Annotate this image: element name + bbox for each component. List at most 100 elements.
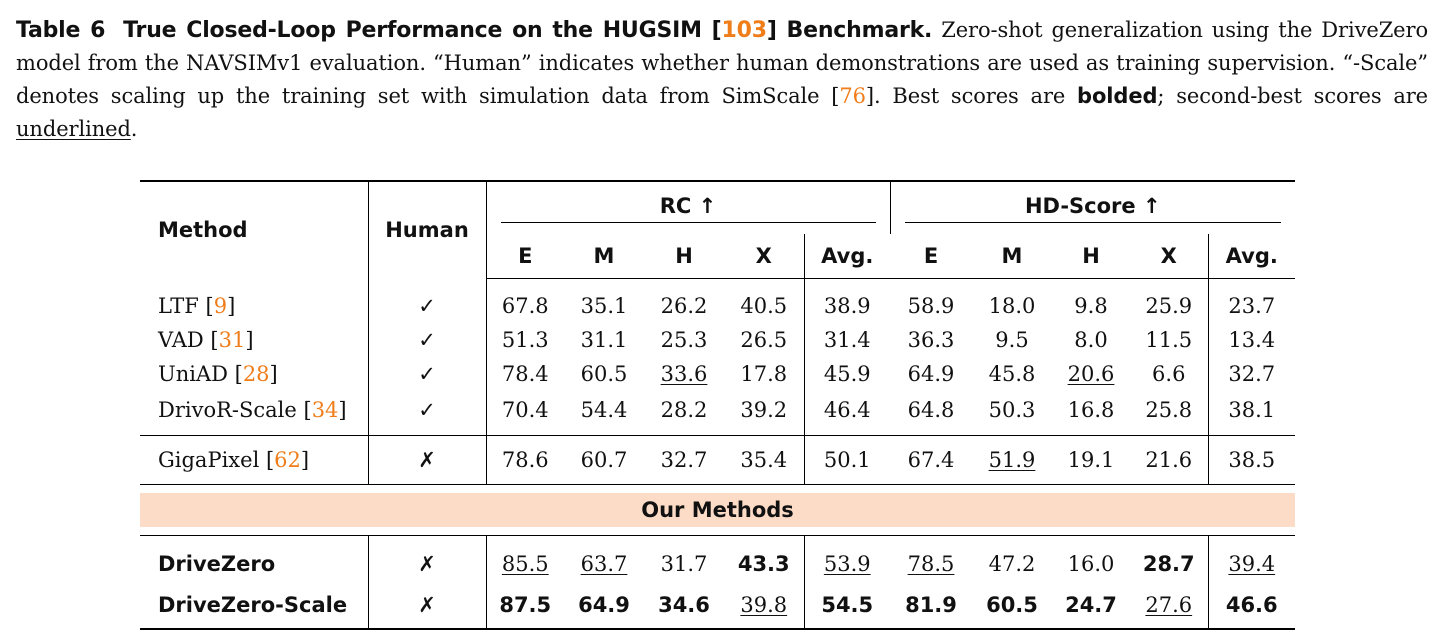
rc-value-avg: 38.9 <box>823 294 871 318</box>
caption-text-2: ]. Best scores are <box>865 84 1078 108</box>
rc-value-m: 60.5 <box>580 362 628 386</box>
hd-value-x: 21.6 <box>1145 448 1193 472</box>
rc-value-avg: 46.4 <box>823 398 871 422</box>
caption-title-cite[interactable]: 103 <box>721 18 768 43</box>
rc-value-h: 34.6 <box>658 592 710 617</box>
hd-value-e-cell: 58.9 <box>890 279 972 324</box>
method-citation-close: ] <box>245 328 254 352</box>
rc-value-e-cell: 85.5 <box>485 535 564 586</box>
method-citation[interactable]: 62 <box>274 448 301 472</box>
rc-value-x-cell: 40.5 <box>724 279 804 324</box>
method-name: DriveZero <box>158 552 276 576</box>
rc-value-x: 26.5 <box>740 328 788 352</box>
hd-value-x-cell: 11.5 <box>1130 323 1208 357</box>
human-mark: ✗ <box>418 593 436 617</box>
hd-value-e-cell: 78.5 <box>890 536 972 587</box>
rc-value-avg: 53.9 <box>823 552 871 576</box>
hd-value-e: 36.3 <box>907 328 955 352</box>
rc-value-h-cell: 26.2 <box>644 279 724 324</box>
header-hd-x: X <box>1130 234 1208 279</box>
rc-value-h-cell: 31.7 <box>644 536 724 587</box>
header-rc-x: X <box>724 234 804 279</box>
table-row: UniAD [28] ✓ 78.4 60.5 33.6 17.8 45.9 64.9 45.8 2… <box>140 357 1295 391</box>
hd-value-e-cell: 36.3 <box>890 323 972 357</box>
human-mark-cell: ✓ <box>367 391 486 436</box>
rc-value-x: 17.8 <box>740 362 788 386</box>
rc-value-e-cell: 70.4 <box>485 391 564 436</box>
method-citation[interactable]: 34 <box>311 398 339 422</box>
human-mark: ✗ <box>418 552 436 576</box>
rc-value-avg-cell: 53.9 <box>803 535 890 586</box>
rc-value-x-cell: 39.2 <box>724 391 804 436</box>
rc-value-x-cell: 39.8 <box>724 586 804 630</box>
rc-value-e-cell: 87.5 <box>485 586 564 630</box>
hd-value-avg-cell: 38.1 <box>1207 391 1295 436</box>
hd-value-avg-cell: 32.7 <box>1207 357 1295 391</box>
method-name: DrivoR-Scale [ <box>158 398 312 422</box>
method-name: LTF [ <box>158 293 214 318</box>
rc-value-h-cell: 33.6 <box>644 357 724 391</box>
method-citation[interactable]: 28 <box>242 362 270 386</box>
hd-value-h: 16.0 <box>1067 552 1115 576</box>
hd-value-m-cell: 18.0 <box>972 279 1052 324</box>
hd-value-x-cell: 25.9 <box>1130 279 1208 324</box>
human-mark-cell: ✓ <box>367 323 486 357</box>
rc-value-e-cell: 78.6 <box>485 435 564 485</box>
rc-value-e: 67.8 <box>501 294 549 318</box>
method-citation[interactable]: 31 <box>218 328 246 352</box>
hd-value-h-cell: 24.7 <box>1052 586 1130 630</box>
table-row: DrivoR-Scale [34] ✓ 70.4 54.4 28.2 39.2 46.4 64… <box>140 391 1295 436</box>
method-citation[interactable]: 9 <box>213 293 228 318</box>
human-mark: ✓ <box>418 362 436 386</box>
rc-value-x: 35.4 <box>740 448 788 472</box>
human-mark-cell: ✓ <box>367 278 486 323</box>
rc-value-x: 39.8 <box>740 593 788 617</box>
our-methods-cell: Our Methods <box>140 484 1295 536</box>
rc-value-m: 60.7 <box>580 448 628 472</box>
rc-value-e: 78.4 <box>501 362 549 386</box>
hd-value-e: 67.4 <box>907 448 955 472</box>
header-human: Human <box>367 180 486 279</box>
hd-value-avg: 46.6 <box>1225 592 1278 617</box>
rc-value-m: 63.7 <box>580 552 628 576</box>
rc-value-m: 31.1 <box>580 328 628 352</box>
hd-value-m-cell: 50.3 <box>972 391 1052 436</box>
rc-value-e: 70.4 <box>501 398 549 422</box>
method-name: UniAD [ <box>158 362 243 386</box>
hd-value-x: 28.7 <box>1142 551 1195 576</box>
caption-label: Table 6 <box>16 18 106 43</box>
caption-cite-2[interactable]: 76 <box>839 84 866 108</box>
human-mark: ✓ <box>418 293 436 318</box>
rc-value-m: 54.4 <box>580 398 628 422</box>
rc-value-h: 32.7 <box>660 448 708 472</box>
rc-value-h-cell: 25.3 <box>644 323 724 357</box>
our-methods-label: Our Methods <box>140 493 1295 527</box>
hd-value-m-cell: 51.9 <box>972 435 1052 485</box>
hd-value-h: 16.8 <box>1067 398 1115 422</box>
hd-value-h-cell: 9.8 <box>1052 279 1130 324</box>
method-name-cell: DrivoR-Scale [34] <box>140 391 368 436</box>
method-name-cell: LTF [9] <box>140 279 368 324</box>
hd-value-h: 9.8 <box>1074 294 1108 318</box>
header-rc-m: M <box>564 234 644 279</box>
hd-value-x: 27.6 <box>1145 593 1193 617</box>
rc-value-m: 64.9 <box>578 592 630 617</box>
header-group-hd: HD-Score ↑ <box>889 180 1295 234</box>
table-row: LTF [9] ✓ 67.8 35.1 26.2 40.5 38.9 58.9 18.0 9.8 2… <box>140 278 1295 324</box>
hd-value-h: 19.1 <box>1067 448 1115 472</box>
header-group-hd-label: HD-Score ↑ <box>1024 193 1161 218</box>
human-mark: ✓ <box>418 328 436 352</box>
rc-value-e: 51.3 <box>501 328 549 352</box>
rc-value-avg-cell: 45.9 <box>803 357 890 391</box>
rc-value-m-cell: 63.7 <box>564 536 644 587</box>
rc-value-avg: 50.1 <box>823 448 871 472</box>
hd-value-avg: 39.4 <box>1228 552 1276 576</box>
method-name: DriveZero-Scale <box>158 593 348 617</box>
human-mark: ✓ <box>418 398 436 422</box>
rc-value-m-cell: 54.4 <box>564 391 644 436</box>
rc-value-h: 25.3 <box>660 328 708 352</box>
hd-value-x: 25.9 <box>1145 294 1193 318</box>
rc-value-h: 28.2 <box>660 398 708 422</box>
hd-value-avg: 23.7 <box>1228 294 1276 318</box>
method-name-cell: DriveZero <box>140 536 368 587</box>
